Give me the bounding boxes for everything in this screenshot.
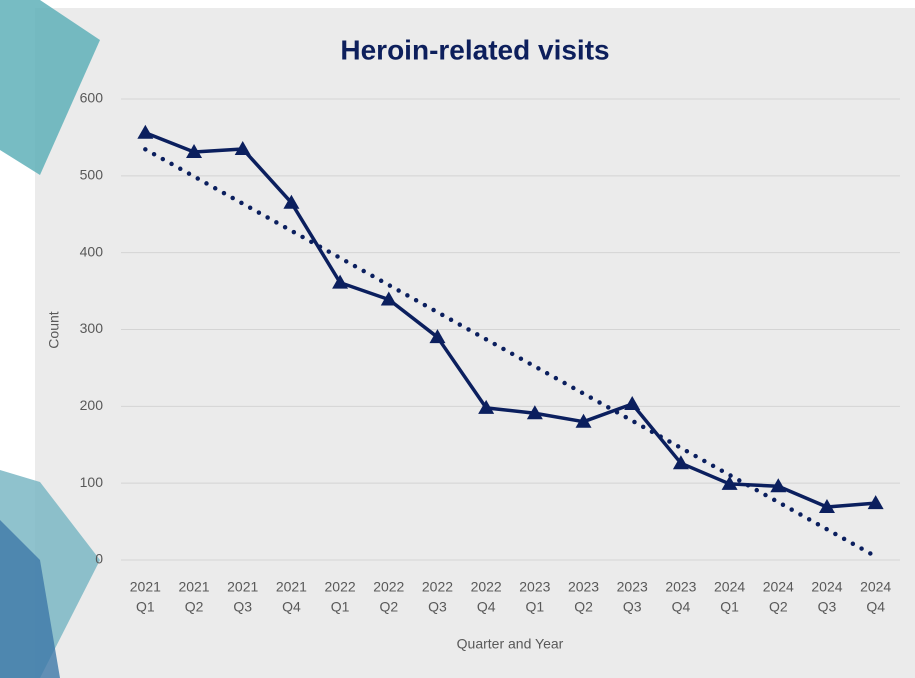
x-tick-label: 2022 [325,579,356,595]
point-marker [234,140,251,155]
series-line [144,131,876,509]
point-marker [624,396,641,411]
x-tick-label: Q4 [672,599,691,615]
x-tick-label: 2023 [568,579,599,595]
point-marker [478,399,495,414]
y-tick-label: 400 [80,243,104,259]
x-tick-label: Q1 [526,599,545,615]
point-marker [721,475,738,490]
y-tick-label: 600 [80,90,104,106]
decor-shape [0,0,100,175]
y-tick-label: 200 [80,397,104,413]
x-tick-label: 2023 [665,579,696,595]
y-axis-label: Count [46,311,62,348]
x-tick-label: 2024 [763,579,794,595]
x-tick-label: Q4 [477,599,496,615]
point-marker [283,194,300,209]
y-tick-label: 300 [80,320,104,336]
x-tick-label: Q3 [233,599,252,615]
point-marker [818,498,835,513]
x-tick-label: 2023 [617,579,648,595]
point-marker [186,144,203,159]
x-tick-label: Q2 [574,599,593,615]
point-marker [137,124,154,139]
x-tick-label: 2022 [471,579,502,595]
decor-shape [0,520,60,678]
point-marker [526,405,543,420]
x-tick-label: Q3 [428,599,447,615]
x-tick-label: 2021 [178,579,209,595]
point-marker [429,329,446,344]
chart-title: Heroin-related visits [340,34,609,65]
trendline [143,147,878,559]
y-tick-label: 100 [80,474,104,490]
x-tick-label: Q2 [185,599,204,615]
x-tick-label: Q1 [331,599,350,615]
point-marker [672,455,689,470]
point-marker [770,478,787,493]
chart-background [35,8,915,678]
y-tick-label: 0 [95,551,103,567]
x-tick-label: Q1 [136,599,155,615]
x-tick-label: Q3 [818,599,837,615]
x-tick-label: Q1 [720,599,739,615]
x-tick-label: Q4 [282,599,301,615]
x-tick-label: 2024 [714,579,745,595]
x-tick-label: 2021 [130,579,161,595]
x-tick-label: Q4 [866,599,885,615]
x-tick-label: 2022 [373,579,404,595]
x-axis-label: Quarter and Year [457,636,564,652]
x-tick-label: Q2 [769,599,788,615]
point-marker [332,274,349,289]
x-tick-label: 2021 [227,579,258,595]
point-marker [380,291,397,306]
x-tick-label: 2024 [860,579,891,595]
x-tick-label: 2022 [422,579,453,595]
x-tick-label: 2024 [811,579,842,595]
x-tick-label: 2023 [519,579,550,595]
point-marker [867,495,884,510]
x-tick-label: Q2 [379,599,398,615]
x-tick-label: 2021 [276,579,307,595]
point-marker [575,413,592,428]
y-tick-label: 500 [80,167,104,183]
x-tick-label: Q3 [623,599,642,615]
